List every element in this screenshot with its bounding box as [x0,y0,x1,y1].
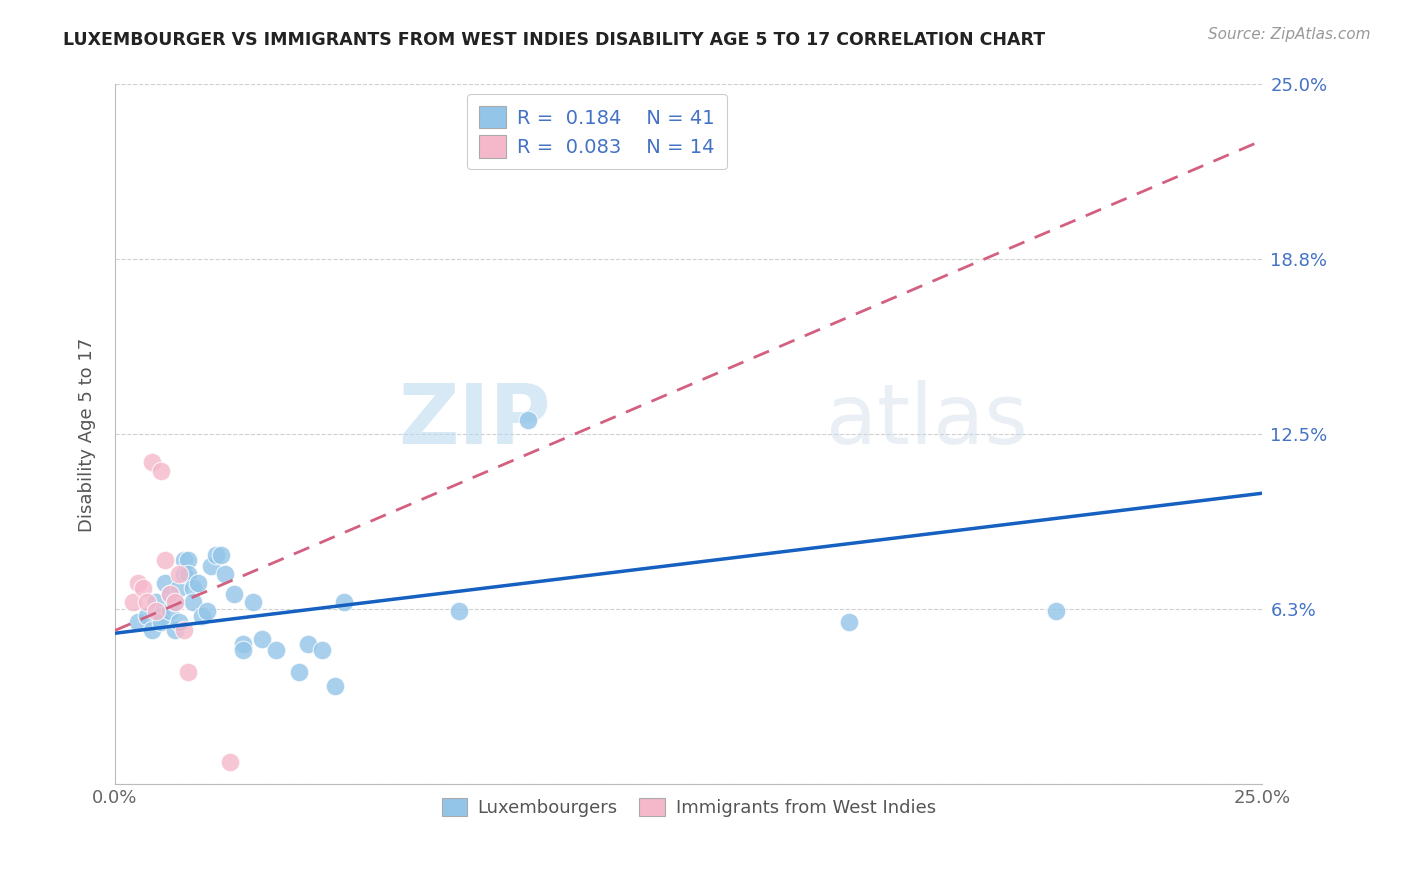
Point [127,575,149,590]
Point [145,604,167,618]
Point [333,595,356,609]
Text: Source: ZipAtlas.com: Source: ZipAtlas.com [1208,27,1371,42]
Point [136,595,159,609]
Point [200,559,222,574]
Point [159,604,181,618]
Text: atlas: atlas [827,380,1028,461]
Point [141,455,163,469]
Point [127,615,149,629]
Point [264,643,287,657]
Point [242,595,264,609]
Point [149,615,172,629]
Point [159,587,181,601]
Point [177,567,200,582]
Point [167,567,190,582]
Point [297,637,319,651]
Point [177,553,200,567]
Point [287,665,309,680]
Point [205,548,228,562]
Point [323,680,346,694]
Point [173,624,195,638]
Point [149,464,172,478]
Point [141,624,163,638]
Point [1045,604,1067,618]
Legend: Luxembourgers, Immigrants from West Indies: Luxembourgers, Immigrants from West Indi… [434,790,943,824]
Point [181,582,204,596]
Point [209,548,232,562]
Y-axis label: Disability Age 5 to 17: Disability Age 5 to 17 [79,337,96,532]
Point [122,595,145,609]
Point [167,582,190,596]
Point [224,587,246,601]
Point [167,615,190,629]
Point [838,615,860,629]
Text: ZIP: ZIP [398,380,551,461]
Point [449,604,471,618]
Point [163,595,186,609]
Point [145,595,167,609]
Point [181,595,204,609]
Point [163,595,186,609]
Point [214,567,236,582]
Point [517,413,540,427]
Point [187,575,209,590]
Point [163,624,186,638]
Point [173,553,195,567]
Point [155,575,177,590]
Point [232,637,254,651]
Point [195,604,218,618]
Point [136,609,159,624]
Point [177,665,200,680]
Point [250,632,273,646]
Point [218,755,240,769]
Point [149,609,172,624]
Point [155,553,177,567]
Point [311,643,333,657]
Point [191,609,214,624]
Point [131,582,153,596]
Point [232,643,254,657]
Point [173,567,195,582]
Point [159,587,181,601]
Text: LUXEMBOURGER VS IMMIGRANTS FROM WEST INDIES DISABILITY AGE 5 TO 17 CORRELATION C: LUXEMBOURGER VS IMMIGRANTS FROM WEST IND… [63,31,1046,49]
